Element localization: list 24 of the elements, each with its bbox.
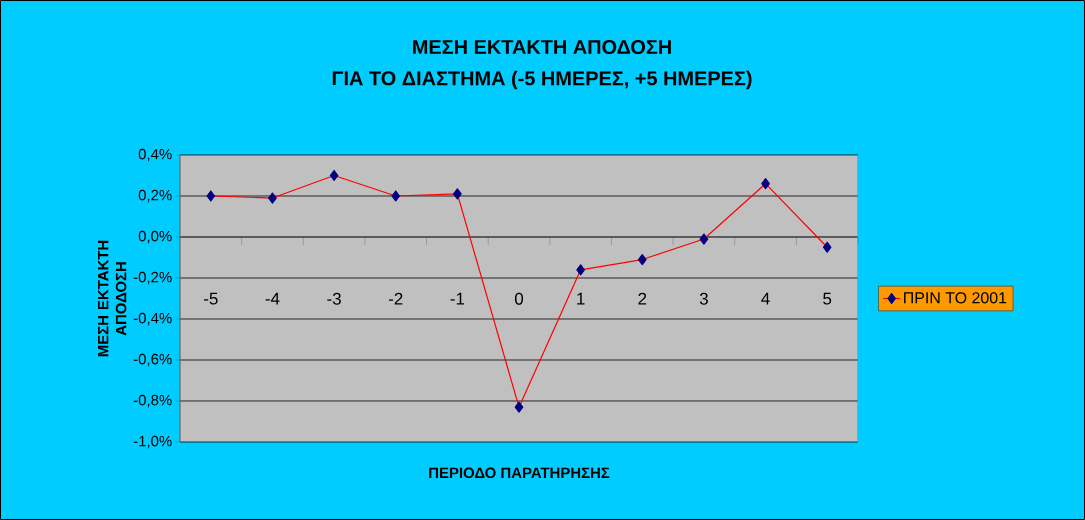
y-tick-label: -1,0% <box>133 435 172 449</box>
x-tick-label: -2 <box>388 292 403 305</box>
y-tick-label: 0,2% <box>138 189 172 203</box>
x-tick-label: 5 <box>823 292 832 305</box>
x-axis-title: ΠΕΡΙΟΔΟ ΠΑΡΑΤΗΡΗΣΗΣ <box>429 467 610 479</box>
x-tick-label: -4 <box>265 292 280 305</box>
x-tick-label: -3 <box>327 292 341 305</box>
y-tick-label: -0,4% <box>133 312 172 326</box>
y-tick-label: -0,8% <box>133 394 172 408</box>
y-tick-label: -0,6% <box>133 353 172 367</box>
x-tick-label: 4 <box>761 292 770 305</box>
chart-subtitle: ΓΙΑ ΤΟ ΔΙΑΣΤΗΜΑ (-5 ΗΜΕΡΕΣ, +5 ΗΜΕΡΕΣ) <box>332 70 752 90</box>
y-tick-label: -0,2% <box>133 271 172 285</box>
x-tick-label: 2 <box>638 292 647 305</box>
x-tick-label: -1 <box>450 292 465 305</box>
legend-label: ΠΡΙΝ ΤΟ 2001 <box>904 292 1007 304</box>
y-axis-title: ΜΕΣΗ ΕΚΤΑΚΤΗ ΑΠΟΔΟΣΗ <box>98 240 127 357</box>
x-tick-label: 0 <box>514 292 524 305</box>
x-tick-label: 1 <box>577 292 585 305</box>
x-tick-label: -5 <box>204 292 218 305</box>
y-tick-label: 0,0% <box>138 230 172 244</box>
chart-title: ΜΕΣΗ ΕΚΤΑΚΤΗ ΑΠΟΔΟΣΗ <box>413 39 671 55</box>
y-tick-label: 0,4% <box>138 148 172 162</box>
x-tick-label: 3 <box>699 292 708 305</box>
